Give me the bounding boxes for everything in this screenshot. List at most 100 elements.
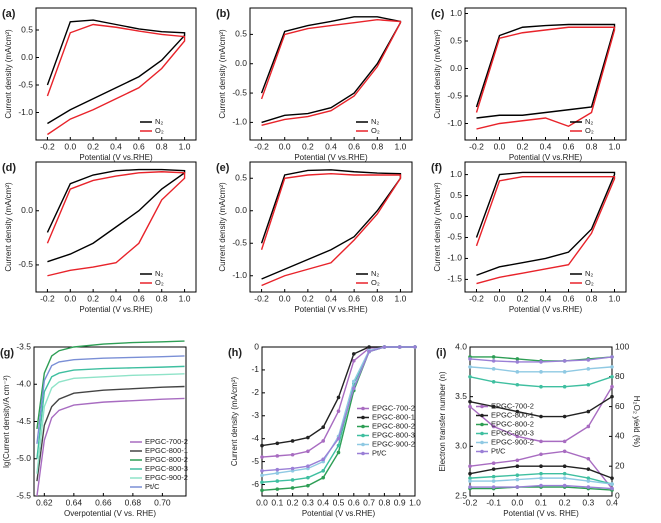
x-tick-label: 1.0 [179,141,191,151]
panel-label: (g) [0,347,14,359]
legend-marker [480,413,484,418]
y-tick-label: -3 [251,410,259,420]
data-point [491,474,496,479]
panel-label: (c) [431,8,445,20]
x-tick-label: 0.0 [494,293,506,303]
legend-marker [361,424,365,429]
legend-marker [480,404,484,409]
x-tick-label: 0.1 [535,497,547,507]
x-tick-label: 0.4 [540,141,552,151]
x-tick-label: 0.6 [133,293,145,303]
y-tick-label: -3.5 [16,341,31,351]
y2-tick-label: 40 [615,431,625,441]
data-point [539,464,543,469]
y-tick-label: -1.0 [232,117,247,127]
data-point [515,382,520,387]
legend-label: O₂ [155,278,164,287]
panel-label: (h) [228,347,242,359]
series-line [46,23,186,136]
y-tick-label: -0.5 [447,90,462,100]
legend-label: EPGC-800-3 [372,430,415,439]
y-tick-label: 0.0 [450,211,462,221]
data-point [491,479,496,483]
data-point [260,455,264,459]
legend-label: EPGC-800-2 [491,419,534,428]
data-point [562,439,567,444]
data-point [290,486,295,490]
y-tick-label: -4.0 [16,379,31,389]
x-tick-label: 1.0 [179,293,191,303]
y-axis-label: Current density (mA/cm²) [433,29,442,119]
data-point [260,473,264,478]
x-tick-label: 0.4 [110,141,122,151]
x-tick-label: -0.1 [486,497,501,507]
x-tick-label: 0.4 [325,141,337,151]
y-tick-label: -4 [251,433,259,443]
y-tick-label: -1.0 [447,253,462,263]
legend-marker [361,451,365,456]
data-point [586,409,591,414]
panel-label: (i) [436,347,447,359]
data-point [397,345,402,349]
series-line [260,19,402,127]
x-tick-label: 0.0 [279,141,291,151]
data-point [562,483,567,488]
x-tick-label: 0.2 [517,141,529,151]
data-point [539,471,543,476]
data-point [562,476,567,480]
plot-frame [249,161,413,293]
legend-marker [361,406,365,411]
data-point [491,461,496,466]
data-point [290,478,295,482]
y-tick-label: 4.0 [455,341,467,351]
y-tick-label: 0.5 [21,24,33,34]
legend-label: N₂ [155,117,163,126]
y-tick-label: 0.0 [21,52,33,62]
series-line [36,365,185,459]
panel: (e) -0.2 0.0 0.2 0.4 0.6 0.8 1.0 -1.0 -0.5 0.0 0.5 P… [216,161,413,314]
x-tick-label: 0.2 [287,497,299,507]
y-axis-label: Current density (mA/cm²) [433,182,442,272]
data-point [562,359,567,363]
series-line [475,26,616,130]
data-point [491,359,496,363]
data-point [275,471,280,475]
y-axis-label: lg(Current density/A cm⁻²) [2,375,11,468]
x-tick-label: 0.9 [394,497,406,507]
legend-label: O₂ [585,278,594,287]
data-point [468,471,472,476]
x-tick-label: 0.68 [125,497,142,507]
x-tick-label: 0.2 [87,141,99,151]
x-axis-label: Potential (V vs.RHE) [79,305,153,314]
legend-marker [480,440,484,445]
data-point [610,365,614,369]
x-axis-label: Potential (V vs. RHE) [503,509,579,518]
data-point [586,367,591,371]
y-tick-label: 0.5 [235,173,247,183]
panel: (d)-0.2 0.0 0.2 0.4 0.6 0.8 1.0-0.50.0Potentia… [2,161,197,314]
x-tick-label: 0.4 [110,293,122,303]
x-tick-label: 0.0 [511,497,523,507]
data-point [562,464,567,469]
plot-frame [249,7,413,141]
x-axis-label: Potential (V vs.RHE) [79,153,153,162]
data-point [515,370,520,374]
x-axis-label: Overpotential (V vs. RHE) [64,509,156,518]
legend-label: EPGC-700-2 [491,401,534,410]
x-axis-label: Potential (V vs.RHE) [294,305,368,314]
data-point [468,365,472,369]
data-point [515,473,520,477]
x-axis-label: Potential (V vs.RHE) [509,305,583,314]
x-tick-label: -0.2 [254,141,269,151]
y-tick-label: 0.5 [450,35,462,45]
y-tick-label: -5.5 [16,490,31,500]
data-point [539,360,543,364]
x-tick-label: 0.2 [302,141,314,151]
legend-label: EPGC-900-2 [372,439,415,448]
panel-label: (f) [431,162,442,174]
data-point [468,479,472,483]
series-line [36,355,185,444]
x-tick-label: 0.6 [348,293,360,303]
legend-label: N₂ [371,269,379,278]
